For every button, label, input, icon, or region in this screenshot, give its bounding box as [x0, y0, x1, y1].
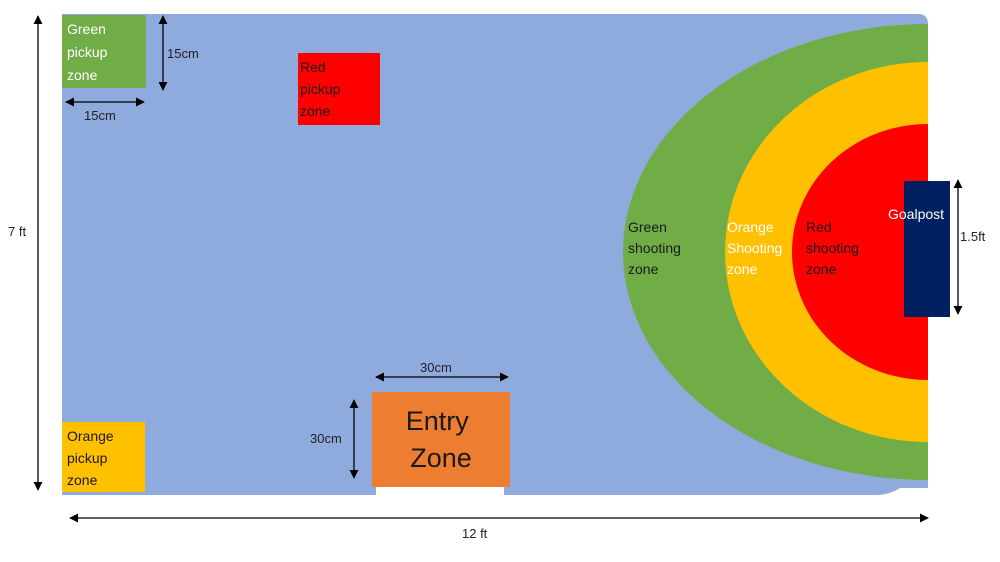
entry-notch	[376, 486, 504, 498]
red-pickup-label: Red pickup zone	[300, 59, 344, 119]
entry-zone	[372, 392, 510, 487]
orange-pickup-label: Orange pickup zone	[67, 428, 118, 488]
goalpost-label: Goalpost	[888, 206, 944, 222]
entry-height-label: 30cm	[310, 431, 342, 446]
field-width-label: 12 ft	[462, 526, 488, 541]
field-height-label: 7 ft	[8, 224, 26, 239]
red-shooting-zone	[792, 124, 928, 380]
entry-zone-label: Entry Zone	[406, 406, 477, 473]
pickup-width-label: 15cm	[84, 108, 116, 123]
pickup-height-label: 15cm	[167, 46, 199, 61]
goalpost	[904, 181, 950, 317]
green-pickup-label: Green pickup zone	[67, 21, 111, 83]
goalpost-height-label: 1.5ft	[960, 229, 986, 244]
red-shooting-label: Red shooting zone	[806, 219, 863, 277]
entry-width-label: 30cm	[420, 360, 452, 375]
green-pickup-zone	[62, 15, 146, 88]
orange-pickup-zone	[62, 422, 145, 492]
orange-shooting-label: Orange Shooting zone	[727, 219, 786, 277]
orange-shooting-zone	[725, 62, 928, 442]
green-shooting-label: Green shooting zone	[628, 219, 685, 277]
red-pickup-zone	[298, 53, 380, 125]
